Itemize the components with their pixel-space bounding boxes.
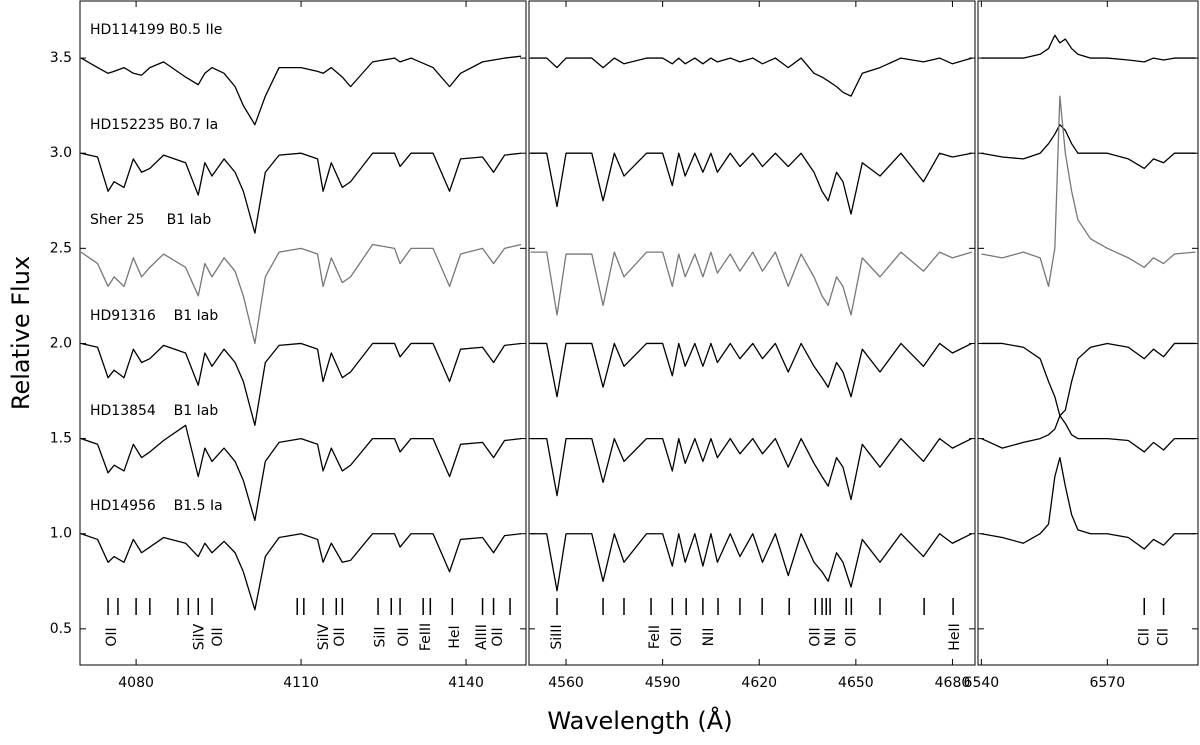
spectrum: [530, 342, 973, 398]
spectrum: [981, 415, 1196, 453]
line-label: HeI: [447, 625, 463, 648]
spectrum-label: HD152235 B0.7 Ia: [90, 117, 218, 133]
plot-frame: [79, 0, 527, 666]
line-label: SiIII: [549, 624, 565, 649]
x-tick-label: 6570: [1089, 675, 1125, 691]
x-axis-label: Wavelength (Å): [547, 706, 732, 735]
y-tick-label: 3.0: [50, 145, 72, 161]
x-tick-label: 4140: [448, 675, 484, 691]
spectrum-label: HD91316 B1 Iab: [90, 308, 218, 324]
spectrum: [80, 424, 522, 522]
spectrum: [981, 342, 1196, 417]
x-tick-label: 4110: [283, 675, 319, 691]
x-tick-label: 4590: [645, 675, 681, 691]
line-label: CII: [1136, 628, 1152, 646]
spectrum-label: HD14956 B1.5 Ia: [90, 498, 223, 514]
spectrum: [80, 533, 522, 611]
spectrum: [530, 437, 973, 501]
line-label: NII: [701, 628, 717, 647]
spectrum-label: HD13854 B1 Iab: [90, 403, 218, 419]
spectrum: [80, 243, 522, 345]
line-label: HeII: [947, 623, 963, 650]
spectrum: [80, 55, 522, 126]
line-label: OII: [104, 627, 120, 646]
spectrum-label: HD114199 B0.5 IIe: [90, 22, 222, 38]
plot-frame: [528, 0, 976, 666]
line-label: OII: [807, 627, 823, 646]
y-tick-label: 0.5: [50, 621, 72, 637]
line-label: OII: [210, 627, 226, 646]
y-tick-label: 1.5: [50, 431, 72, 447]
line-label: SiIV: [316, 623, 332, 650]
line-label: FeIII: [418, 623, 434, 651]
spectrum: [981, 456, 1196, 550]
x-tick-label: 4560: [548, 675, 584, 691]
spectrum-label: Sher 25 B1 Iab: [90, 212, 211, 228]
spectrum: [981, 124, 1196, 170]
y-tick-label: 3.5: [50, 50, 72, 66]
line-label: NII: [823, 628, 839, 647]
y-tick-label: 2.0: [50, 335, 72, 351]
y-tick-label: 1.0: [50, 526, 72, 542]
line-label: OII: [332, 627, 348, 646]
line-label: AlIII: [474, 624, 490, 650]
y-tick-label: 2.5: [50, 240, 72, 256]
line-label: OII: [843, 627, 859, 646]
x-tick-label: 4080: [118, 675, 154, 691]
line-label: CII: [1156, 628, 1172, 646]
spectrum: [80, 152, 522, 234]
x-tick-label: 4620: [741, 675, 777, 691]
spectrum: [981, 95, 1196, 288]
spectrum: [530, 533, 973, 592]
line-label: FeII: [647, 625, 663, 649]
y-axis-label: Relative Flux: [7, 256, 35, 410]
spectrum: [530, 251, 972, 316]
spectrum: [530, 152, 972, 215]
line-label: OII: [490, 627, 506, 646]
x-tick-label: 4680: [935, 675, 971, 691]
line-label: OII: [669, 627, 685, 646]
x-tick-label: 6540: [964, 675, 1000, 691]
spectrum: [80, 342, 522, 426]
x-tick-label: 4650: [838, 675, 874, 691]
spectrum: [981, 34, 1196, 63]
line-label: SiII: [372, 626, 388, 647]
spectrum: [530, 57, 972, 97]
line-label: OII: [396, 627, 412, 646]
line-label: SiIV: [191, 623, 207, 650]
plot-frame: [977, 0, 1199, 666]
